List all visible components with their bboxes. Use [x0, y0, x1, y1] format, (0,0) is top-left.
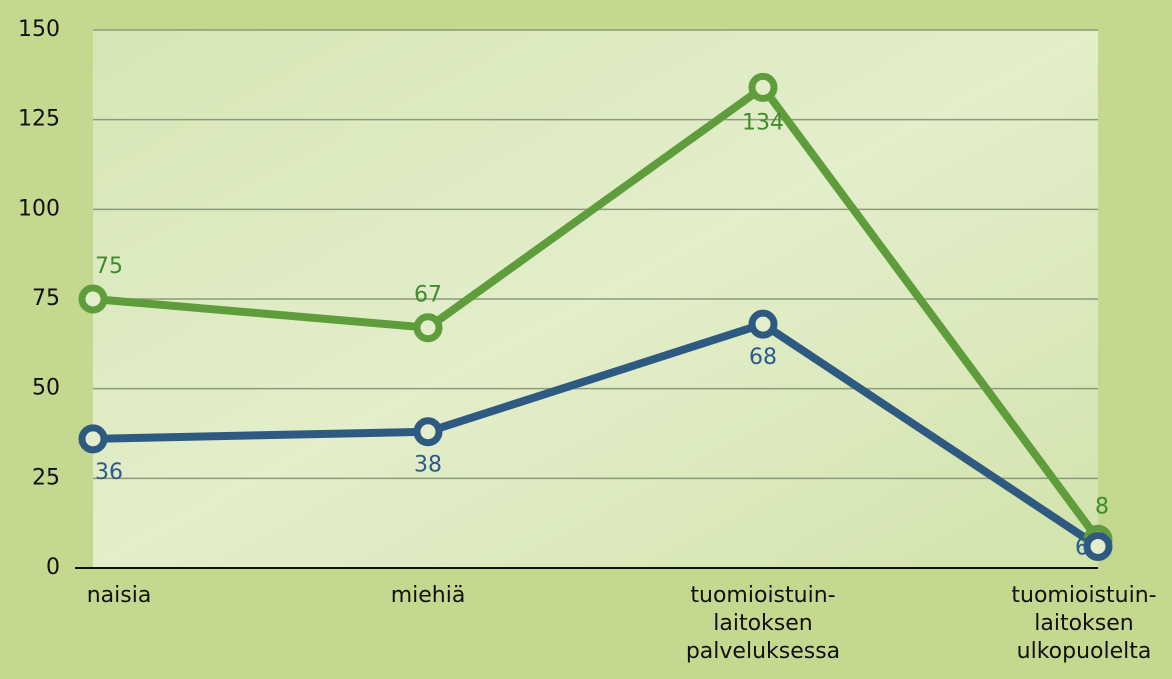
x-tick-label: miehiä — [390, 583, 466, 608]
point-marker — [748, 72, 778, 102]
y-tick-label: 100 — [18, 196, 60, 221]
y-tick-label: 150 — [18, 17, 60, 42]
data-label: 67 — [414, 283, 442, 308]
point-marker — [413, 417, 443, 447]
data-label: 8 — [1095, 494, 1109, 519]
point-marker — [413, 313, 443, 343]
y-tick-label: 50 — [32, 376, 60, 401]
data-label: 6 — [1075, 535, 1089, 560]
data-label: 68 — [749, 345, 777, 370]
series-line — [92, 83, 1102, 542]
data-label: 134 — [742, 110, 784, 135]
data-label: 75 — [95, 254, 123, 279]
series-line — [92, 320, 1101, 550]
y-tick-label: 75 — [32, 286, 60, 311]
data-label: 38 — [414, 453, 442, 478]
x-tick-label: tuomioistuin- laitoksen ulkopuolelta — [1011, 583, 1157, 664]
x-tick-label: tuomioistuin- laitoksen palveluksessa — [685, 583, 841, 664]
x-tick-label: naisia — [86, 583, 152, 608]
y-tick-label: 25 — [32, 465, 60, 490]
point-marker — [78, 284, 108, 314]
data-label: 36 — [95, 460, 123, 485]
point-marker — [748, 309, 778, 339]
point-marker — [78, 424, 108, 454]
point-marker — [1083, 531, 1113, 561]
y-tick-label: 0 — [46, 555, 60, 580]
y-tick-label: 125 — [18, 107, 60, 132]
